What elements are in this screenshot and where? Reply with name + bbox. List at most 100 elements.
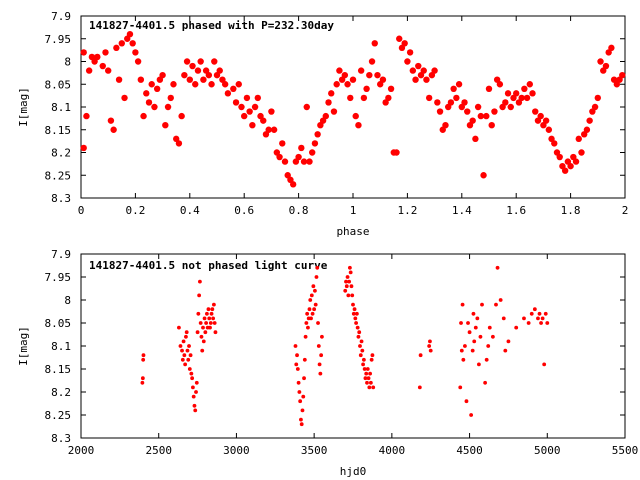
phased-data-point — [355, 122, 362, 129]
unphased-data-point — [293, 344, 298, 348]
unphased-data-point — [204, 311, 209, 316]
phased-data-point — [241, 112, 248, 120]
phased-panel: 141827-4401.5 phased with P=232.30day ph… — [17, 10, 628, 238]
unphased-data-point — [297, 390, 302, 394]
phased-plot-frame — [80, 15, 626, 199]
phased-data-point — [137, 76, 145, 83]
phased-data-point — [453, 94, 460, 102]
phased-data-point — [216, 67, 223, 74]
phased-data-point — [477, 112, 485, 120]
phased-data-point — [208, 81, 215, 88]
unphased-data-point — [191, 394, 196, 399]
phased-data-point — [542, 117, 550, 124]
unphased-data-point — [315, 265, 320, 270]
phased-data-point — [99, 62, 106, 70]
unphased-data-point — [467, 330, 472, 335]
unphased-data-point — [141, 353, 146, 358]
phased-data-point — [556, 153, 563, 161]
unphased-data-point — [184, 330, 189, 335]
phased-y-tick-label: 7.95 — [45, 33, 72, 46]
phased-data-point — [254, 94, 261, 102]
phased-data-point — [260, 117, 267, 124]
phased-data-point — [469, 117, 476, 124]
unphased-data-point — [181, 339, 186, 344]
unphased-x-tick-label: 2000 — [68, 444, 95, 457]
phased-data-point — [496, 81, 504, 88]
unphased-data-point — [354, 311, 359, 316]
unphased-data-point — [201, 325, 205, 330]
unphased-data-point — [314, 275, 319, 279]
phased-data-point — [230, 85, 237, 93]
phased-data-point — [619, 71, 626, 79]
unphased-y-tick-label: 7.95 — [45, 271, 72, 284]
phased-data-point — [561, 167, 569, 174]
unphased-data-point — [302, 376, 306, 381]
phased-x-tick-label: 1.4 — [452, 204, 472, 217]
unphased-data-point — [346, 293, 351, 298]
unphased-data-point — [460, 302, 465, 307]
unphased-data-point — [537, 311, 542, 316]
phased-data-point — [126, 31, 134, 38]
unphased-data-point — [503, 348, 508, 353]
unphased-data-point — [368, 380, 373, 385]
phased-data-point — [325, 99, 332, 106]
unphased-data-point — [140, 376, 145, 381]
unphased-data-point — [180, 357, 185, 362]
unphased-data-point — [473, 325, 478, 330]
unphased-data-point — [303, 334, 308, 339]
unphased-data-point — [359, 339, 364, 344]
unphased-data-point — [195, 330, 200, 335]
unphased-data-point — [200, 348, 205, 353]
unphased-y-tick-label: 8.25 — [45, 409, 72, 422]
unphased-data-point — [472, 339, 477, 344]
unphased-data-point — [522, 316, 526, 321]
phased-data-point — [434, 99, 441, 106]
phased-y-tick-label: 8.2 — [51, 147, 71, 160]
unphased-data-point — [347, 265, 352, 270]
unphased-data-point — [190, 376, 195, 381]
unphased-data-point — [208, 321, 213, 325]
phased-data-point — [80, 49, 87, 56]
phased-data-point — [270, 126, 278, 133]
phased-data-point — [235, 81, 242, 88]
phased-data-point — [211, 58, 218, 65]
unphased-x-tick-label: 4000 — [379, 444, 406, 457]
phased-data-point — [145, 99, 153, 106]
unphased-y-tick-label: 8.15 — [45, 363, 72, 376]
unphased-data-point — [194, 380, 199, 385]
unphased-data-points — [140, 265, 550, 427]
unphased-data-point — [498, 298, 503, 302]
unphased-data-point — [309, 316, 313, 321]
phased-y-tick-label: 8.1 — [51, 101, 71, 114]
unphased-data-point — [295, 367, 300, 371]
phased-data-point — [357, 67, 365, 74]
phased-data-point — [360, 94, 368, 102]
phased-data-point — [281, 158, 289, 165]
unphased-data-point — [484, 357, 489, 362]
phased-y-axis-label: I[mag] — [17, 87, 30, 127]
unphased-data-point — [199, 334, 204, 339]
unphased-y-tick-label: 7.9 — [51, 248, 71, 261]
phased-data-point — [455, 81, 463, 88]
unphased-data-point — [371, 385, 376, 390]
phased-data-point — [385, 94, 392, 102]
unphased-data-point — [529, 311, 534, 316]
unphased-data-point — [355, 325, 360, 330]
unphased-data-point — [208, 325, 212, 330]
unphased-data-point — [304, 321, 309, 325]
unphased-data-point — [495, 265, 500, 270]
unphased-data-point — [187, 344, 191, 348]
unphased-data-point — [213, 330, 218, 335]
phased-x-tick-label: 0.8 — [289, 204, 309, 217]
phased-data-point — [586, 117, 593, 124]
phased-data-point — [347, 94, 354, 102]
unphased-data-point — [469, 413, 474, 417]
phased-data-point — [289, 181, 297, 188]
unphased-data-point — [206, 307, 211, 312]
unphased-data-point — [466, 321, 470, 325]
phased-data-point — [186, 76, 193, 83]
phased-data-point — [529, 90, 536, 97]
phased-data-point — [298, 144, 305, 152]
unphased-data-point — [361, 357, 366, 362]
unphased-data-point — [357, 330, 362, 335]
